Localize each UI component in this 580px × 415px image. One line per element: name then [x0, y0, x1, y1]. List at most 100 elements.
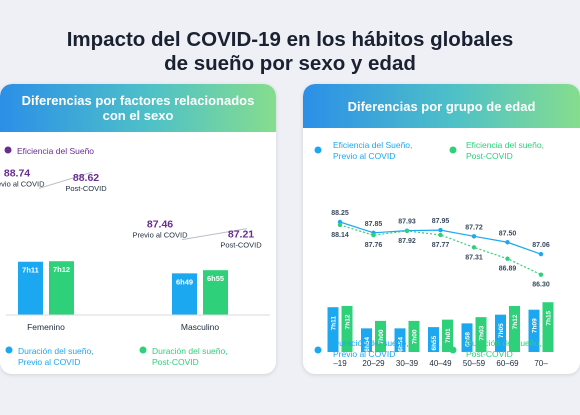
efficiency-point [505, 240, 510, 245]
efficiency-value-label: 87.93 [398, 219, 416, 226]
efficiency-line [181, 228, 248, 241]
duration-bar-label: 7h11 [331, 316, 338, 331]
efficiency-point [337, 222, 343, 228]
page-title-line2: de sueño por sexo y edad [164, 52, 416, 75]
efficiency-line [38, 171, 93, 189]
duration-bar [428, 327, 439, 352]
sex-card-header-line2: con el sexo [102, 108, 174, 123]
legend-eff-pre-label: Eficiencia del Sueño, Previo al COVID [333, 140, 415, 161]
duration-bar-label: 7h11 [22, 266, 39, 275]
efficiency-post-value: 88.62 [73, 172, 99, 184]
page-title: Impacto del COVID-19 en los hábitos glob… [0, 28, 580, 76]
legend-pre-duration-label: Duración del sueño, Previo al COVID [18, 346, 96, 367]
duration-bar [49, 261, 74, 315]
legend-post-duration-line1: Duración del sueño, [152, 346, 228, 356]
legend-eff-post-line1: Eficiencia del sueño, [466, 140, 544, 150]
duration-bar [408, 320, 420, 352]
page-title-line1: Impacto del COVID-19 en los hábitos glob… [66, 28, 514, 51]
legend-pre-duration-dot [5, 346, 13, 354]
x-tick-label: 60–69 [496, 359, 519, 368]
duration-bar-label: 6h55 [431, 335, 438, 350]
legend-eff-post-line2: Post-COVID [466, 151, 513, 161]
efficiency-pre-value: 87.46 [147, 219, 173, 231]
duration-bar [442, 319, 453, 352]
duration-bar-label: 7h01 [445, 328, 452, 343]
duration-bar [341, 305, 353, 352]
sex-chart-marks: 7h117h12Femenino6h496h55Masculino88.74Pr… [0, 167, 262, 332]
duration-bar-label: 7h12 [345, 314, 352, 329]
legend-eff-post-label: Eficiencia del sueño, Post-COVID [466, 140, 546, 161]
duration-bar-label: 6h55 [207, 274, 224, 283]
age-card: Diferencias por grupo de edad Eficiencia… [303, 84, 580, 374]
efficiency-point [538, 272, 544, 277]
efficiency-point [438, 232, 443, 238]
efficiency-pre-tag: Previo al COVID [132, 231, 188, 240]
efficiency-value-label: 87.77 [432, 242, 450, 249]
duration-bar-label: 7h00 [412, 329, 419, 344]
efficiency-value-label: 87.31 [465, 254, 483, 261]
x-tick-label: 40–49 [429, 359, 452, 368]
duration-bar [203, 270, 228, 315]
legend-efficiency-dot [4, 146, 12, 154]
duration-bar [542, 302, 554, 352]
efficiency-value-label: 87.76 [365, 242, 383, 249]
efficiency-value-label: 87.85 [365, 221, 383, 228]
efficiency-point [404, 228, 410, 234]
efficiency-value-label: 87.06 [532, 242, 550, 249]
efficiency-value-label: 88.25 [331, 210, 349, 217]
duration-bar-label: 7h15 [546, 310, 553, 325]
x-tick-label: –19 [333, 359, 347, 368]
x-tick-label: 50–59 [463, 359, 486, 368]
duration-bar [361, 328, 372, 352]
legend-eff-pre-line2: Previo al COVID [333, 151, 395, 161]
efficiency-point [371, 233, 376, 238]
efficiency-pre-tag: Previo al COVID [0, 179, 45, 188]
duration-bar-label: 7h00 [378, 329, 385, 344]
efficiency-pre-value: 88.74 [4, 167, 30, 179]
sex-card-header: Diferencias por factores relacionados co… [0, 84, 276, 132]
efficiency-value-label: 87.72 [465, 224, 483, 231]
legend-post-duration-line2: Post-COVID [466, 349, 513, 359]
age-card-header: Diferencias por grupo de edad [303, 84, 580, 128]
sex-card: Diferencias por factores relacionados co… [0, 84, 276, 374]
legend-eff-pre-line1: Eficiencia del Sueño, [333, 140, 412, 150]
duration-bar-label: 6h54 [398, 337, 405, 352]
sex-chart: Eficiencia del Sueño 7h11 7h12 Femenino 6h4… [0, 146, 270, 367]
x-tick-label: 70– [534, 359, 548, 368]
legend-eff-pre-dot [314, 146, 322, 154]
efficiency-point [505, 256, 510, 261]
legend-efficiency-label: Eficiencia del Sueño [17, 146, 94, 156]
x-tick-label: Masculino [181, 322, 220, 332]
duration-bar [172, 273, 197, 315]
duration-bar [461, 323, 473, 352]
x-tick-label: 30–39 [396, 359, 419, 368]
duration-bar [528, 309, 540, 352]
duration-bar-label: 7h03 [479, 325, 486, 340]
duration-bar [495, 314, 506, 352]
duration-bar-label: 6h58 [465, 332, 472, 347]
duration-bar [394, 328, 406, 352]
x-tick-label: 20–29 [362, 359, 385, 368]
legend-pre-duration-line1: Duración del sueño, [333, 338, 409, 348]
duration-bar-label: 7h12 [53, 265, 70, 274]
efficiency-point [438, 227, 443, 233]
legend-pre-duration-line2: Previo al COVID [18, 357, 80, 367]
efficiency-point [471, 234, 477, 239]
duration-bar-label: 7h05 [498, 323, 505, 338]
legend-eff-post-dot [449, 146, 457, 154]
duration-bar [18, 261, 43, 315]
legend-post-duration-dot [139, 346, 147, 354]
efficiency-value-label: 87.50 [499, 230, 517, 237]
efficiency-point [471, 245, 477, 250]
legend-post-duration-line2: Post-COVID [152, 357, 199, 367]
legend-post-duration-line1: Duración del sueño, [466, 338, 542, 348]
efficiency-value-label: 86.30 [532, 282, 550, 289]
efficiency-value-label: 87.95 [432, 218, 450, 225]
x-tick-label: Femenino [27, 322, 65, 332]
duration-bar [475, 317, 487, 352]
efficiency-point [538, 251, 544, 257]
duration-bar [509, 305, 520, 352]
legend-post-duration-label: Duración del sueño, Post-COVID [466, 338, 544, 359]
duration-bar [327, 307, 339, 352]
legend-pre-duration-dot [314, 346, 322, 354]
